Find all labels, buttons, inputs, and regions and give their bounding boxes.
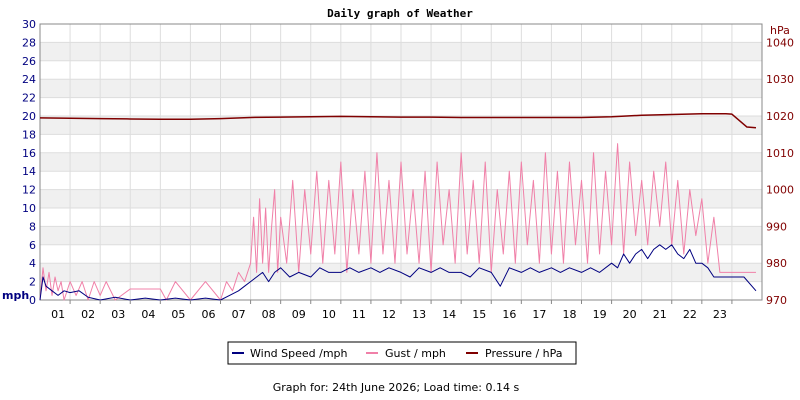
right-tick-label: 1010	[766, 147, 794, 160]
series-layer	[39, 113, 757, 301]
legend: Wind Speed /mph Gust / mph Pressure / hP…	[227, 341, 577, 365]
x-tick-label: 03	[111, 308, 125, 321]
left-tick-label: 4	[29, 257, 36, 270]
right-axis-ticks: 970 980 990 1000 1010 1020 1030 1040	[766, 36, 794, 307]
left-tick-label: 24	[22, 73, 36, 86]
left-tick-label: 28	[22, 36, 36, 49]
x-tick-label: 08	[262, 308, 276, 321]
x-tick-label: 05	[171, 308, 185, 321]
x-tick-label: 13	[412, 308, 426, 321]
right-tick-label: 1030	[766, 73, 794, 86]
left-tick-label: 2	[29, 276, 36, 289]
x-tick-label: 15	[472, 308, 486, 321]
x-tick-label: 02	[81, 308, 95, 321]
pressure-line	[39, 113, 757, 129]
x-tick-label: 17	[532, 308, 546, 321]
footer-text: Graph for: 24th June 2026; Load time: 0.…	[273, 381, 520, 394]
x-tick-label: 12	[382, 308, 396, 321]
left-tick-label: 16	[22, 147, 36, 160]
x-tick-label: 11	[352, 308, 366, 321]
x-tick-label: 19	[593, 308, 607, 321]
x-axis-ticks: 01 02 03 04 05 06 07 08 09 10 11 12 13 14 15 16 17 18 19 20…	[51, 300, 733, 321]
left-tick-label: 26	[22, 55, 36, 68]
right-tick-label: 1040	[766, 36, 794, 49]
gust-line	[39, 143, 756, 301]
x-tick-label: 10	[322, 308, 336, 321]
legend-label-gust: Gust / mph	[385, 347, 446, 360]
right-tick-label: 1020	[766, 110, 794, 123]
x-tick-label: 01	[51, 308, 65, 321]
left-tick-label: 30	[22, 18, 36, 31]
left-tick-label: 8	[29, 220, 36, 233]
x-tick-label: 21	[653, 308, 667, 321]
right-tick-label: 1000	[766, 184, 794, 197]
left-tick-label: 22	[22, 92, 36, 105]
right-tick-label: 970	[766, 294, 787, 307]
x-tick-label: 04	[141, 308, 155, 321]
left-tick-label: 10	[22, 202, 36, 215]
x-tick-label: 06	[202, 308, 216, 321]
x-tick-label: 23	[713, 308, 727, 321]
chart-title: Daily graph of Weather	[327, 7, 473, 20]
x-tick-label: 14	[442, 308, 456, 321]
legend-box	[227, 341, 577, 365]
left-axis-label: mph	[2, 289, 29, 302]
right-tick-label: 990	[766, 220, 787, 233]
legend-label-pressure: Pressure / hPa	[485, 347, 563, 360]
left-tick-label: 12	[22, 184, 36, 197]
x-tick-label: 20	[623, 308, 637, 321]
left-tick-label: 6	[29, 239, 36, 252]
wind-speed-line	[39, 244, 757, 301]
right-tick-label: 980	[766, 257, 787, 270]
x-tick-label: 16	[502, 308, 516, 321]
x-tick-label: 22	[683, 308, 697, 321]
left-tick-label: 14	[22, 165, 36, 178]
left-tick-label: 0	[29, 294, 36, 307]
x-tick-label: 09	[292, 308, 306, 321]
left-tick-label: 20	[22, 110, 36, 123]
left-tick-label: 18	[22, 128, 36, 141]
x-tick-label: 18	[563, 308, 577, 321]
x-tick-label: 07	[232, 308, 246, 321]
legend-label-wind: Wind Speed /mph	[250, 347, 348, 360]
right-axis-label: hPa	[770, 24, 790, 37]
